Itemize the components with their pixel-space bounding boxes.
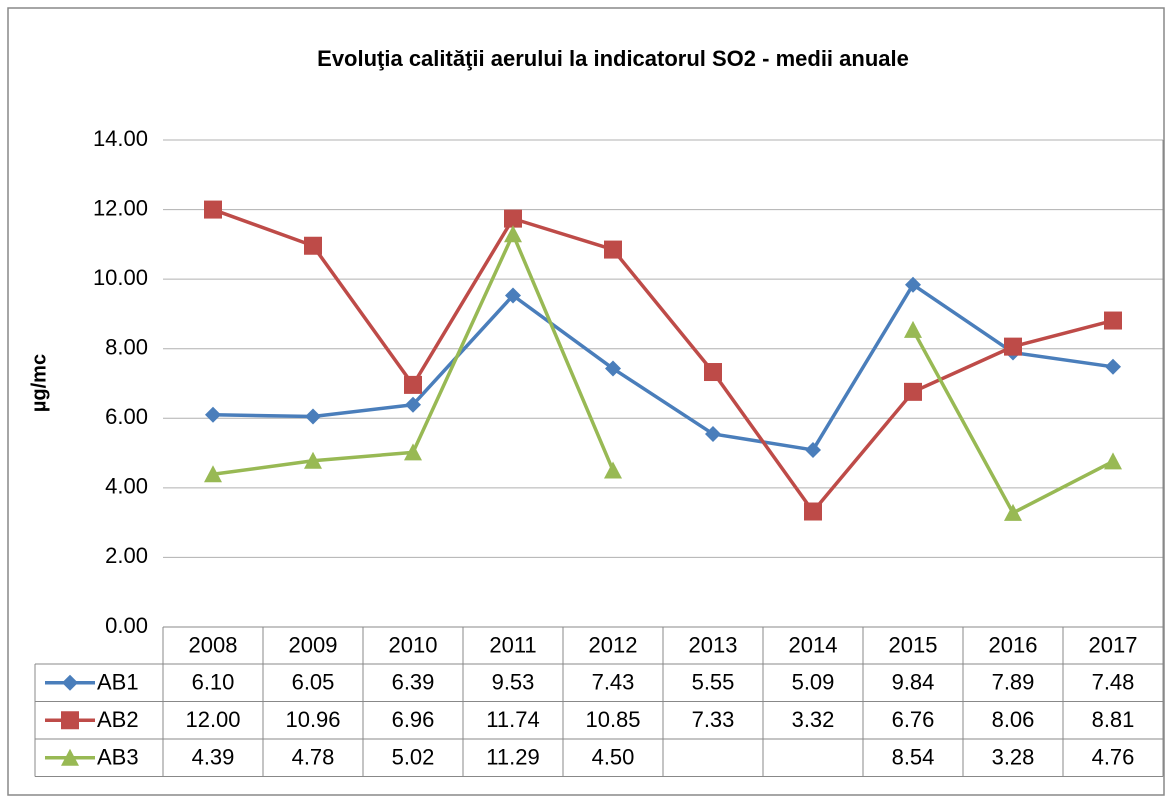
data-point [1104,452,1122,470]
y-tick-label: 0.00 [105,613,148,638]
table-value: 5.02 [392,745,435,770]
table-value: 8.81 [1092,707,1135,732]
table-value: 7.48 [1092,670,1135,695]
table-value: 5.55 [692,670,735,695]
data-point [504,209,522,228]
y-tick-label: 2.00 [105,543,148,568]
table-value: 4.39 [192,745,235,770]
y-tick-label: 10.00 [93,265,148,290]
table-value: 9.53 [492,670,535,695]
data-point [805,441,821,458]
data-point [905,276,921,293]
legend-marker [61,748,79,766]
data-point [304,451,322,469]
table-value: 3.28 [992,745,1035,770]
legend-marker [61,711,79,730]
y-tick-label: 12.00 [93,195,148,220]
table-value: 8.06 [992,707,1035,732]
y-tick-label: 8.00 [105,335,148,360]
table-value: 4.78 [292,745,335,770]
x-tick-label: 2008 [189,632,238,657]
x-tick-label: 2016 [989,632,1038,657]
table-value: 6.10 [192,670,235,695]
table-value: 5.09 [792,670,835,695]
table-value: 11.74 [486,707,539,732]
data-point [404,375,422,394]
data-point [204,465,222,483]
table-value: 3.32 [792,707,835,732]
data-point [1004,503,1022,521]
series-line [212,207,1114,514]
data-point [1004,337,1022,356]
data-point [1104,311,1122,330]
y-tick-label: 4.00 [105,474,148,499]
table-value: 10.85 [585,707,640,732]
y-axis-label: µg/mc [28,354,50,412]
data-point [305,408,321,425]
legend-label: AB3 [97,745,139,770]
data-point [904,382,922,401]
data-point [505,287,521,304]
chart-title: Evoluţia calităţii aerului la indicatoru… [317,46,909,71]
table-value: 4.50 [592,745,635,770]
table-value: 10.96 [285,707,340,732]
data-point [904,320,922,338]
table-value: 12.00 [185,707,240,732]
data-point [504,225,522,243]
table-value: 7.89 [992,670,1035,695]
data-point [705,425,721,442]
legend-label: AB1 [97,670,139,695]
y-tick-label: 14.00 [93,126,148,151]
data-point [704,363,722,382]
table-value: 6.05 [292,670,335,695]
data-point [605,360,621,377]
x-tick-label: 2017 [1089,632,1138,657]
data-point [1105,358,1121,375]
data-point [405,396,421,413]
x-tick-label: 2013 [689,632,738,657]
x-tick-label: 2011 [489,632,536,657]
table-value: 8.54 [892,745,935,770]
table-value: 6.39 [392,670,435,695]
table-value: 4.76 [1092,745,1135,770]
data-point [604,240,622,259]
data-point [404,443,422,461]
series-line [212,282,1114,452]
data-point [204,200,222,219]
data-point [304,236,322,255]
x-tick-label: 2014 [789,632,838,657]
table-value: 7.43 [592,670,635,695]
table-value: 9.84 [892,670,935,695]
x-tick-label: 2012 [589,632,638,657]
table-value: 11.29 [486,745,539,770]
data-point [604,461,622,479]
x-tick-label: 2010 [389,632,438,657]
x-tick-label: 2009 [289,632,338,657]
legend-label: AB2 [97,707,139,732]
y-tick-label: 6.00 [105,404,148,429]
table-value: 6.96 [392,707,435,732]
table-value: 6.76 [892,707,935,732]
x-tick-label: 2015 [889,632,938,657]
legend-marker [62,674,78,691]
table-value: 7.33 [692,707,735,732]
data-point [205,406,221,423]
data-point [804,502,822,521]
